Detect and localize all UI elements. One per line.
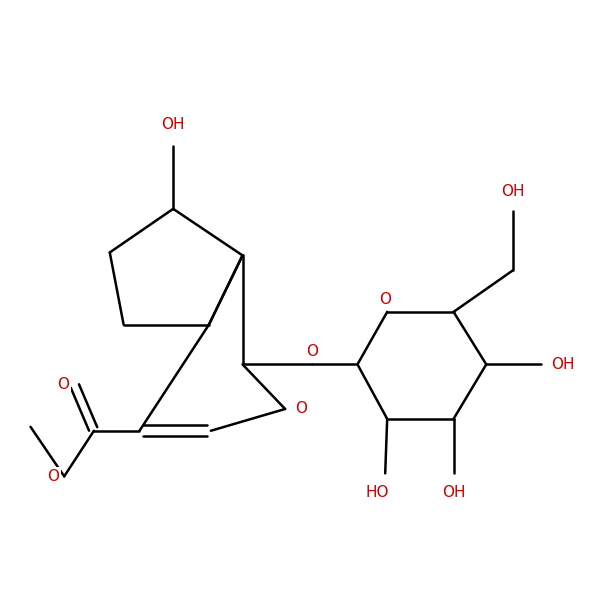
Text: O: O — [306, 344, 318, 359]
Text: O: O — [47, 469, 59, 484]
Text: O: O — [57, 377, 69, 392]
Text: OH: OH — [442, 485, 466, 500]
Text: OH: OH — [501, 184, 525, 199]
Text: HO: HO — [365, 485, 389, 500]
Text: O: O — [295, 401, 307, 416]
Text: O: O — [379, 292, 391, 307]
Text: OH: OH — [551, 357, 574, 372]
Text: OH: OH — [161, 116, 185, 131]
